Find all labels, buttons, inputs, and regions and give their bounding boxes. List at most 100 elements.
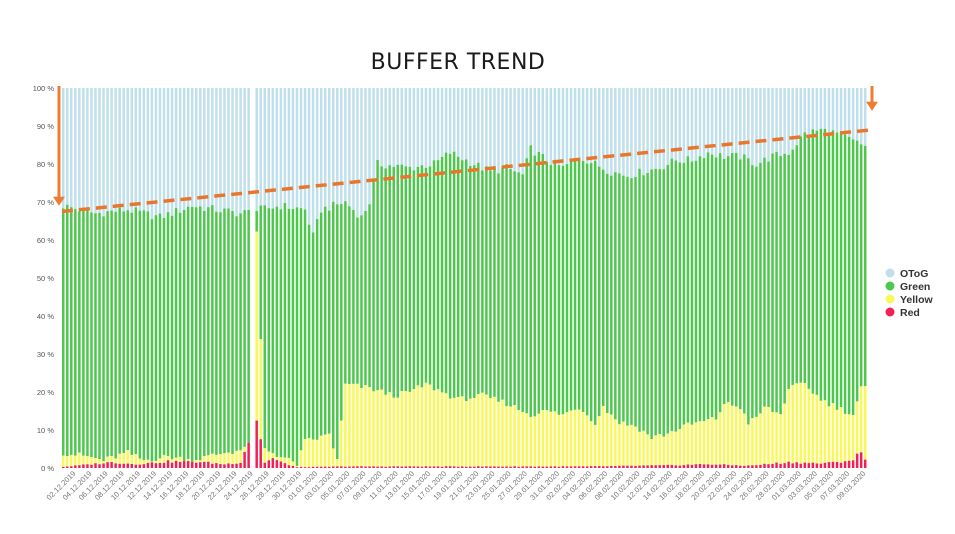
bar-stack (799, 88, 802, 468)
bar-otog (416, 88, 420, 167)
bar-stack (323, 88, 327, 468)
bar-green (299, 208, 303, 451)
bar-stack (763, 88, 766, 468)
bar-stack (199, 88, 202, 468)
bar-red (380, 466, 383, 468)
bar-yellow (831, 403, 835, 462)
bar-otog (194, 88, 198, 208)
bar-red (795, 462, 798, 468)
bar-yellow (271, 453, 275, 459)
bar-green (537, 151, 541, 414)
bar-otog (380, 88, 383, 167)
bar-yellow (174, 457, 178, 461)
bar-stack (456, 88, 460, 468)
bar-stack (807, 88, 811, 468)
bar-red (827, 462, 831, 468)
bar-otog (263, 88, 266, 206)
bar-green (662, 169, 665, 437)
bar-stack (98, 88, 101, 468)
bar-otog (465, 88, 468, 160)
bar-otog (674, 88, 678, 161)
bar-green (606, 173, 609, 414)
bar-green (743, 154, 746, 414)
bar-yellow (815, 394, 819, 464)
bar-red (622, 465, 625, 468)
bar-yellow (751, 418, 754, 466)
bar-red (344, 466, 347, 468)
bar-green (626, 176, 629, 426)
bar-stack (533, 88, 537, 468)
bar-stack (436, 88, 440, 468)
bar-stack (489, 88, 492, 468)
bar-stack (743, 88, 746, 468)
y-tick-label: 40 % (37, 312, 54, 321)
bar-stack (440, 88, 444, 468)
bar-stack (831, 88, 835, 468)
bar-otog (70, 88, 73, 208)
bar-otog (460, 88, 464, 161)
bar-red (170, 462, 174, 468)
bar-stack (263, 88, 266, 468)
bar-otog (581, 88, 585, 161)
bar-red (509, 466, 512, 468)
bar-red (767, 464, 770, 468)
bar-yellow (110, 455, 113, 462)
bar-stack (182, 88, 186, 468)
bar-otog (509, 88, 512, 170)
bar-stack (166, 88, 170, 468)
bar-yellow (336, 459, 339, 467)
bar-otog (283, 88, 287, 204)
bar-otog (291, 88, 295, 210)
bar-red (448, 466, 452, 468)
bar-otog (436, 88, 440, 161)
bar-green (674, 160, 678, 432)
bar-red (90, 464, 93, 468)
bar-yellow (787, 389, 790, 462)
bar-otog (767, 88, 770, 162)
bar-otog (150, 88, 154, 220)
bar-red (106, 462, 109, 468)
bar-red (763, 463, 766, 468)
bar-otog (368, 88, 371, 205)
y-axis: 0 % 10 % 20 % 30 % 40 % 50 % 60 % 70 % 80 % 90 % 1… (33, 84, 55, 473)
bar-yellow (662, 436, 665, 466)
bar-green (755, 166, 758, 417)
bar-stack (698, 88, 702, 468)
bar-red (626, 465, 629, 468)
bar-yellow (698, 421, 702, 465)
bar-otog (287, 88, 291, 209)
bar-green (215, 211, 218, 455)
bar-otog (267, 88, 271, 209)
bar-otog (203, 88, 206, 211)
bar-green (303, 209, 307, 439)
bar-otog (158, 88, 162, 214)
bar-green (400, 164, 404, 391)
bar-otog (771, 88, 774, 154)
legend-label: Red (900, 307, 920, 319)
bar-yellow (855, 401, 859, 454)
bar-otog (98, 88, 101, 213)
bar-yellow (70, 454, 73, 467)
y-tick-label: 100 % (33, 84, 55, 93)
bar-red (481, 466, 484, 468)
bar-otog (718, 88, 722, 154)
bar-otog (404, 88, 408, 167)
bar-red (408, 466, 412, 468)
bar-stack (82, 88, 85, 468)
bar-stack (396, 88, 399, 468)
bar-otog (114, 88, 117, 212)
bar-red (847, 460, 851, 468)
bar-otog (146, 88, 150, 212)
bar-stack (638, 88, 641, 468)
bar-otog (444, 88, 448, 153)
bar-green (469, 165, 472, 399)
bar-green (267, 208, 271, 452)
bar-yellow (283, 457, 287, 464)
bar-green (565, 164, 569, 413)
bar-stack (662, 88, 665, 468)
bar-yellow (537, 413, 541, 467)
bar-red (190, 461, 194, 468)
bar-otog (747, 88, 750, 159)
bar-yellow (747, 424, 750, 466)
bar-green (263, 205, 266, 449)
